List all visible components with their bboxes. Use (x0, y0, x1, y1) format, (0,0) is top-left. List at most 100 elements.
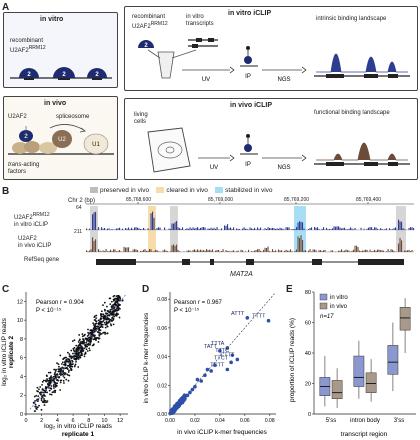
track2-bar (296, 249, 298, 252)
c-cloud-point (54, 371, 56, 374)
track1-bar (168, 228, 170, 230)
c-cloud-point (91, 329, 94, 332)
c-cloud-point (50, 385, 53, 387)
d-point (185, 393, 190, 398)
c-cloud-point (115, 295, 118, 298)
track1-bar (102, 228, 104, 230)
track2-bar (225, 250, 227, 252)
c-cloud-point (66, 373, 69, 376)
track1-bar (368, 227, 370, 230)
track1-bar (360, 227, 362, 230)
c-cloud-point (109, 308, 112, 311)
track2-bar (252, 251, 254, 252)
track2-bar (404, 250, 406, 252)
track1-bar (230, 227, 232, 230)
d-point (225, 367, 230, 372)
c-cloud-point (77, 341, 80, 343)
recombinant-line1: recombinant (10, 38, 44, 44)
c-cloud-point (81, 333, 84, 336)
track2-bar (104, 251, 106, 252)
c-point (50, 387, 53, 390)
c-cloud-point (116, 298, 119, 301)
c-point (121, 299, 124, 302)
track1-bar (101, 227, 103, 230)
c-cloud-point (104, 326, 107, 329)
protein-num-1: 2 (27, 72, 31, 78)
c-cloud-point (102, 332, 105, 334)
track2-bar (240, 249, 242, 252)
track2-bar (381, 250, 383, 252)
track2-bar (371, 251, 373, 252)
track2-bar (219, 251, 221, 252)
c-cloud-point (117, 294, 120, 297)
c-point (61, 370, 64, 373)
transcripts-line2: transcripts (186, 21, 214, 27)
c-point (67, 360, 70, 363)
track2-bar (207, 250, 209, 252)
c-cloud-point (86, 345, 89, 348)
c-cloud-point (98, 323, 100, 325)
scatter-plot-c: log₂ in vitro iCLIP reads replicate 2 lo… (1, 292, 128, 438)
track2-bar (98, 249, 100, 252)
c-cloud-point (35, 394, 38, 397)
track2-bar (177, 249, 179, 252)
c-cloud-point (80, 340, 82, 343)
track1-bar (326, 227, 328, 230)
c-cloud-point (71, 340, 74, 343)
legend-preserved-label: preserved in vivo (100, 187, 150, 194)
c-cloud-point (53, 387, 55, 389)
c-cloud-point (33, 395, 36, 398)
c-point (84, 344, 87, 347)
c-cloud-point (85, 341, 88, 344)
d-ytick: 0.08 (157, 297, 167, 303)
c-cloud-point (46, 400, 49, 403)
track1-bar (252, 228, 254, 230)
track2-bar (339, 250, 341, 252)
track1-bar (332, 228, 334, 230)
c-cloud-point (79, 356, 82, 359)
c-xtick: 0 (24, 418, 27, 424)
track1-bar (311, 227, 313, 230)
track2-bar (390, 249, 392, 252)
track1-bar (201, 227, 203, 230)
track1-bar (380, 228, 382, 230)
track2-bar (320, 250, 322, 252)
track2-bar (123, 246, 125, 252)
track2-bar (305, 250, 307, 252)
track1-bar (323, 227, 325, 230)
track2-bar (287, 250, 289, 252)
trans-acting-label: trans-acting factors (8, 162, 39, 176)
track2-bar (200, 249, 202, 252)
c-point (73, 357, 76, 360)
legend-chip-stabilized (215, 187, 224, 194)
c-cloud-point (88, 349, 91, 352)
track1-bar (182, 227, 184, 230)
c-cloud-point (54, 391, 56, 394)
track1-bar (401, 221, 403, 230)
track1-bar (152, 211, 154, 230)
track1-bar (395, 227, 397, 230)
panel-b-tracks (86, 202, 415, 265)
c-cloud-point (97, 341, 100, 343)
d-point (229, 360, 233, 365)
track2-bar (90, 249, 92, 252)
c-cloud-point (71, 360, 74, 363)
track2-bar (203, 250, 205, 252)
c-ytick: 0 (20, 412, 23, 418)
track2-bar (342, 250, 344, 252)
c-cloud-point (115, 309, 118, 312)
ngs-label-bottom: NGS (277, 165, 290, 171)
track2-bar (176, 244, 178, 252)
c-cloud-point (85, 348, 88, 351)
track1-label: U2AF2RRM12 in vitro iCLIP (14, 212, 50, 229)
track2-bar (120, 251, 122, 252)
c-cloud-point (113, 306, 116, 309)
c-cloud-point (34, 405, 37, 408)
track1-bar (294, 228, 296, 230)
c-cloud-point (109, 323, 112, 326)
track1-bar (329, 229, 331, 230)
track2-bar (167, 251, 169, 252)
track1-bar (224, 225, 226, 230)
c-cloud-point (63, 382, 65, 384)
c-cloud-point (45, 380, 48, 383)
